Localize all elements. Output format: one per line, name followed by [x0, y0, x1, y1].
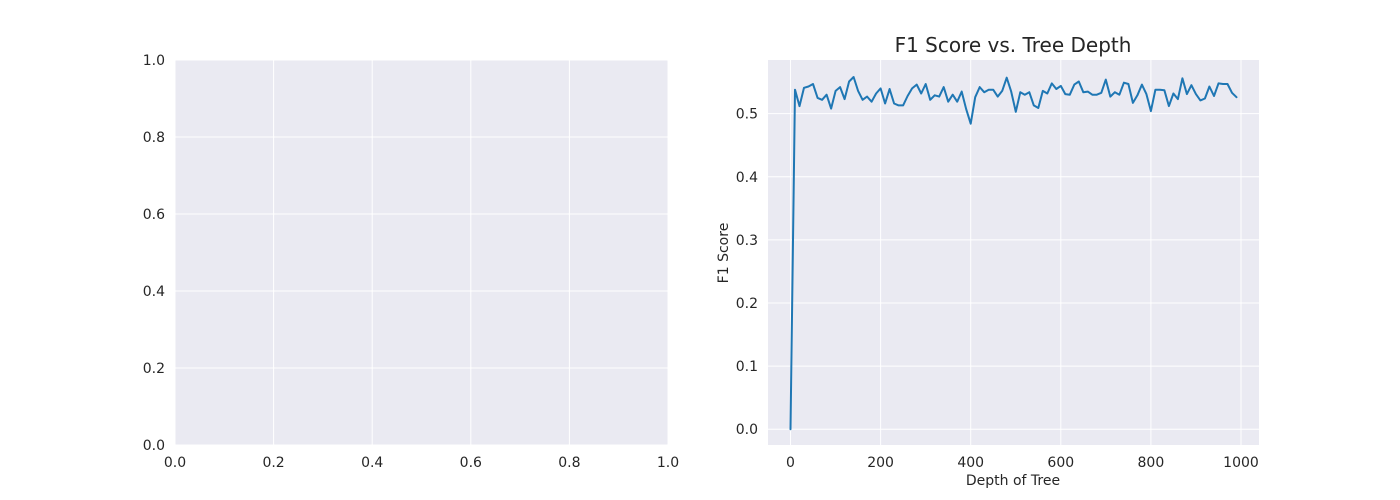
left-y-tick-label: 0.6: [143, 207, 165, 223]
left-x-tick-label: 0.0: [164, 455, 186, 471]
left-x-tick-label: 1.0: [657, 455, 679, 471]
right-y-tick-label: 0.0: [736, 422, 758, 438]
left-axes-y-ticks: 0.0 0.2 0.4 0.6 0.8 1.0: [143, 53, 165, 454]
left-axes: 0.0 0.2 0.4 0.6 0.8 1.0 0.0 0.2 0.4 0.6 0.8 1.0: [143, 53, 679, 471]
right-y-tick-label: 0.4: [736, 170, 758, 186]
right-y-tick-label: 0.1: [736, 359, 758, 375]
right-axes-y-ticks: 0.0 0.1 0.2 0.3 0.4 0.5: [736, 107, 758, 439]
right-y-tick-label: 0.2: [736, 296, 758, 312]
x-axis-label: Depth of Tree: [966, 473, 1060, 489]
left-y-tick-label: 0.0: [143, 438, 165, 454]
right-x-tick-label: 400: [957, 455, 984, 471]
left-y-tick-label: 0.4: [143, 284, 165, 300]
right-x-tick-label: 800: [1138, 455, 1165, 471]
left-y-tick-label: 1.0: [143, 53, 165, 69]
left-y-tick-label: 0.2: [143, 361, 165, 377]
left-axes-x-ticks: 0.0 0.2 0.4 0.6 0.8 1.0: [164, 455, 679, 471]
right-x-tick-label: 1000: [1223, 455, 1259, 471]
right-axes-background: [768, 60, 1259, 445]
left-axes-grid: [174, 59, 669, 446]
left-x-tick-label: 0.2: [262, 455, 284, 471]
right-x-tick-label: 600: [1047, 455, 1074, 471]
right-y-tick-label: 0.5: [736, 107, 758, 123]
y-axis-label: F1 Score: [716, 223, 732, 284]
left-x-tick-label: 0.4: [361, 455, 383, 471]
series-line: [789, 76, 1238, 431]
left-x-tick-label: 0.6: [460, 455, 482, 471]
left-y-tick-label: 0.8: [143, 130, 165, 146]
chart-title: F1 Score vs. Tree Depth: [895, 33, 1132, 57]
right-axes: F1 Score vs. Tree Depth 0 200 400 600 800 100…: [716, 33, 1259, 489]
right-x-tick-label: 200: [867, 455, 894, 471]
right-x-tick-label: 0: [786, 455, 795, 471]
right-y-tick-label: 0.3: [736, 233, 758, 249]
left-axes-background: [175, 60, 668, 445]
right-axes-x-ticks: 0 200 400 600 800 1000: [786, 455, 1259, 471]
left-x-tick-label: 0.8: [558, 455, 580, 471]
